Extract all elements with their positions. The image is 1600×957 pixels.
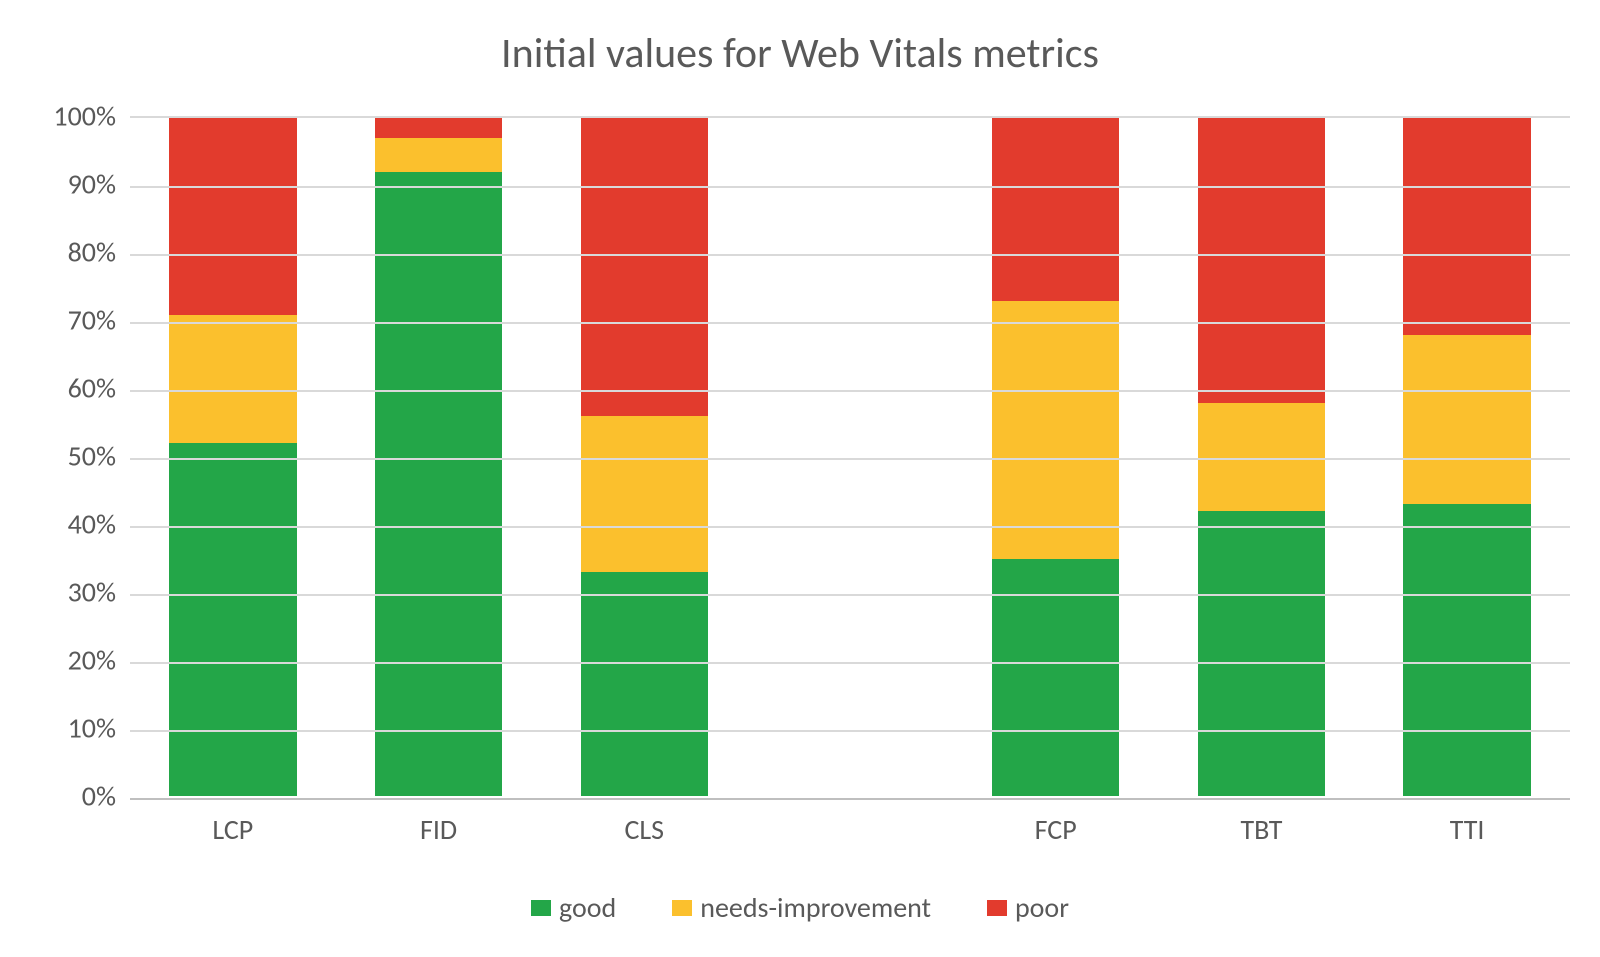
legend-item-good: good — [531, 890, 616, 925]
gridline — [130, 458, 1570, 460]
segment-poor — [169, 118, 297, 315]
stacked-bar — [1198, 118, 1326, 796]
gridline — [130, 186, 1570, 188]
bar-cls: CLS — [541, 118, 747, 796]
x-tick-label: FID — [420, 796, 457, 847]
x-tick-label: LCP — [212, 796, 253, 847]
legend: good needs-improvement poor — [0, 890, 1600, 925]
bar-lcp: LCP — [130, 118, 336, 796]
legend-swatch — [987, 900, 1007, 916]
x-tick-label: TBT — [1240, 796, 1282, 847]
x-tick-label: TTI — [1450, 796, 1485, 847]
segment-poor — [375, 118, 503, 138]
segment-good — [169, 443, 297, 796]
gridline — [130, 594, 1570, 596]
legend-label: poor — [1015, 890, 1069, 925]
bar-tti: TTI — [1364, 118, 1570, 796]
gridline — [130, 254, 1570, 256]
legend-item-poor: poor — [987, 890, 1069, 925]
y-tick-label: 100% — [53, 99, 130, 134]
gridline — [130, 526, 1570, 528]
segment-good — [375, 172, 503, 796]
legend-swatch — [672, 900, 692, 916]
stacked-bar — [169, 118, 297, 796]
gridline — [130, 390, 1570, 392]
y-tick-label: 90% — [68, 167, 130, 202]
gridline — [130, 662, 1570, 664]
y-tick-label: 10% — [68, 711, 130, 746]
gridline — [130, 322, 1570, 324]
segment-poor — [1403, 118, 1531, 335]
segment-needs — [581, 416, 709, 572]
y-tick-label: 40% — [68, 507, 130, 542]
legend-swatch — [531, 900, 551, 916]
web-vitals-chart: Initial values for Web Vitals metrics LC… — [0, 0, 1600, 957]
y-tick-label: 20% — [68, 643, 130, 678]
chart-title: Initial values for Web Vitals metrics — [0, 28, 1600, 79]
stacked-bar — [1403, 118, 1531, 796]
y-tick-label: 60% — [68, 371, 130, 406]
segment-poor — [1198, 118, 1326, 403]
stacked-bar — [581, 118, 709, 796]
segment-poor — [992, 118, 1120, 301]
y-tick-label: 30% — [68, 575, 130, 610]
x-axis-line — [130, 798, 1570, 800]
y-tick-label: 50% — [68, 439, 130, 474]
gridline — [130, 730, 1570, 732]
plot-area: LCPFIDCLSFCPTBTTTI 0%10%20%30%40%50%60%7… — [130, 116, 1570, 796]
stacked-bar — [992, 118, 1120, 796]
segment-poor — [581, 118, 709, 416]
y-tick-label: 80% — [68, 235, 130, 270]
segment-good — [1198, 511, 1326, 796]
x-tick-label: FCP — [1035, 796, 1077, 847]
segment-good — [1403, 504, 1531, 796]
y-tick-label: 70% — [68, 303, 130, 338]
segment-needs — [1403, 335, 1531, 505]
legend-item-needs: needs-improvement — [672, 890, 931, 925]
segment-needs — [375, 138, 503, 172]
legend-label: needs-improvement — [700, 890, 931, 925]
y-tick-label: 0% — [82, 779, 130, 814]
segment-needs — [992, 301, 1120, 559]
segment-good — [581, 572, 709, 796]
segment-needs — [169, 315, 297, 444]
bar-tbt: TBT — [1159, 118, 1365, 796]
stacked-bar — [375, 118, 503, 796]
x-tick-label: CLS — [624, 796, 664, 847]
bar-fid: FID — [336, 118, 542, 796]
bar-fcp: FCP — [953, 118, 1159, 796]
legend-label: good — [559, 890, 616, 925]
bars-layer: LCPFIDCLS FCPTBTTTI — [130, 118, 1570, 796]
